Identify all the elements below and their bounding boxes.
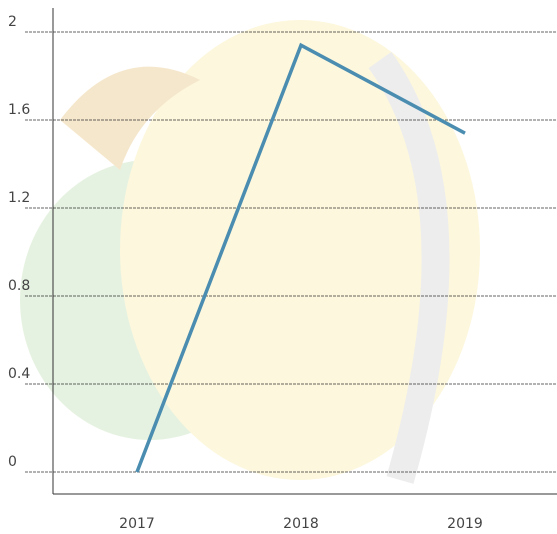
x-tick-label: 2017 <box>119 516 155 532</box>
y-tick-label: 2 <box>8 14 17 30</box>
watermark <box>20 20 480 480</box>
y-tick-label: 1.6 <box>8 102 30 118</box>
y-tick-label: 0.4 <box>8 366 30 382</box>
y-tick-label: 0 <box>8 454 17 470</box>
x-tick-label: 2019 <box>447 516 483 532</box>
x-tick-label: 2018 <box>283 516 319 532</box>
y-tick-label: 1.2 <box>8 190 30 206</box>
chart: 0 0.4 0.8 1.2 1.6 2 2017 2018 2019 <box>0 0 557 534</box>
y-tick-label: 0.8 <box>8 278 30 294</box>
